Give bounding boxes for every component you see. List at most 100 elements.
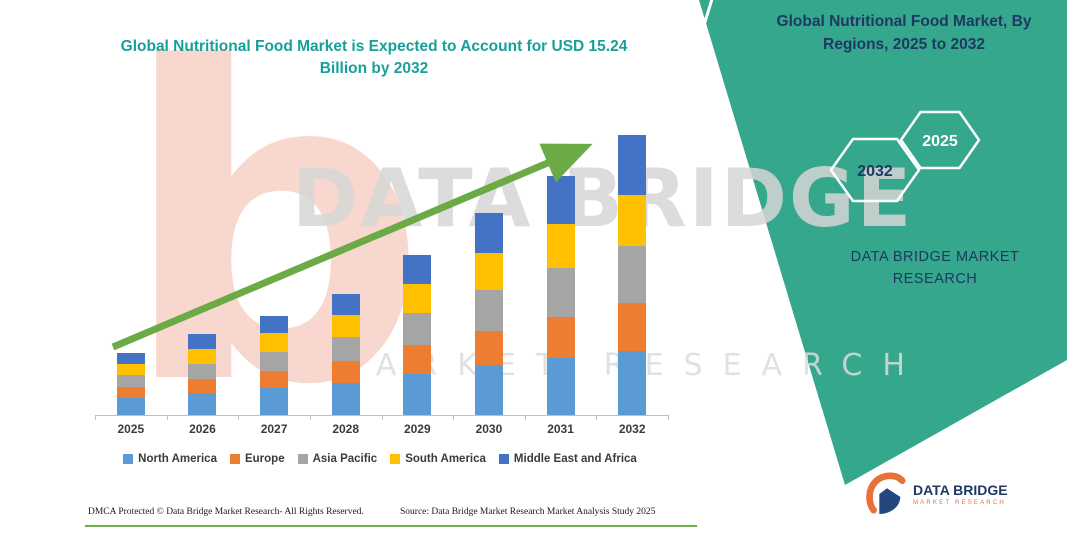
x-axis-label: 2025 <box>117 422 145 436</box>
bar-segment-2026 <box>188 363 217 380</box>
bar-segment-2031 <box>546 268 575 317</box>
legend-label: Middle East and Africa <box>513 453 637 465</box>
hexagon-2025-label: 2025 <box>922 133 958 150</box>
legend-item: North America <box>123 453 217 465</box>
axis-tick <box>524 415 526 420</box>
bar-segment-2025 <box>116 352 145 364</box>
bar-segment-2028 <box>331 314 360 337</box>
hexagon-2032-label: 2032 <box>857 163 893 180</box>
bar-segment-2032 <box>618 245 647 303</box>
axis-tick <box>309 415 311 420</box>
hexagon-badges: 2025 2032 <box>829 110 981 203</box>
bar-segment-2027 <box>260 351 289 371</box>
bar-segment-2032 <box>618 302 647 351</box>
company-logo-icon <box>866 472 906 514</box>
bar-segment-2025 <box>116 374 145 387</box>
company-logo-text: DATA BRIDGE MARKET RESEARCH <box>913 482 1008 506</box>
footer-green-rule <box>85 525 697 527</box>
legend-label: Asia Pacific <box>312 453 378 465</box>
bar-segment-2031 <box>546 358 575 415</box>
hexagon-2032 <box>829 137 921 203</box>
legend-swatch <box>229 454 240 464</box>
company-logo-tagline: MARKET RESEARCH <box>913 500 1006 506</box>
bar-column-2025 <box>95 120 167 415</box>
legend-item: South America <box>390 453 486 465</box>
legend-swatch <box>123 454 134 464</box>
chart-legend: North America Europe Asia Pacific South Ame… <box>80 453 680 465</box>
bar-segment-2031 <box>546 316 575 359</box>
legend-swatch <box>390 454 401 464</box>
x-axis-ticks <box>95 415 669 420</box>
bar-segment-2027 <box>260 333 289 352</box>
bar-segment-2029 <box>403 345 432 374</box>
axis-tick <box>381 415 383 420</box>
legend-label: North America <box>138 453 217 465</box>
legend-item: Middle East and Africa <box>498 453 637 465</box>
axis-tick <box>95 415 96 420</box>
bar-segment-2026 <box>188 392 217 415</box>
bar-segment-2028 <box>331 382 360 415</box>
bar-segment-2029 <box>403 283 432 314</box>
bar-segment-2032 <box>618 350 647 415</box>
company-logo-name: DATA BRIDGE <box>913 482 1008 498</box>
x-axis-labels: 2025 2026 2027 2028 2029 2030 2031 2032 <box>95 422 668 440</box>
bar-column-2029 <box>382 120 454 415</box>
bar-segment-2028 <box>331 336 360 361</box>
legend-swatch <box>297 454 308 464</box>
bar-segment-2030 <box>474 212 503 254</box>
right-panel-title: Global Nutritional Food Market, By Regio… <box>776 13 1032 54</box>
legend-label: South America <box>405 453 486 465</box>
x-axis-label: 2029 <box>403 422 431 436</box>
stacked-bar-chart <box>95 120 668 415</box>
x-axis-label: 2028 <box>332 422 360 436</box>
bar-segment-2027 <box>260 315 289 334</box>
bar-segment-2031 <box>546 223 575 269</box>
hexagon-2025 <box>899 110 981 170</box>
bar-column-2026 <box>167 120 239 415</box>
bar-segment-2026 <box>188 379 217 393</box>
bar-segment-2028 <box>331 293 360 315</box>
bar-column-2030 <box>453 120 525 415</box>
bar-segment-2028 <box>331 360 360 383</box>
axis-tick <box>668 415 669 420</box>
bar-column-2031 <box>525 120 597 415</box>
x-axis-label: 2030 <box>475 422 503 436</box>
bar-segment-2030 <box>474 365 503 415</box>
axis-tick <box>596 415 598 420</box>
bar-segment-2025 <box>116 397 145 415</box>
x-axis-label: 2026 <box>189 422 216 436</box>
bar-segment-2032 <box>618 194 647 246</box>
bar-segment-2031 <box>546 176 575 224</box>
bar-segment-2026 <box>188 334 217 349</box>
bar-segment-2032 <box>618 135 647 195</box>
x-axis-label: 2031 <box>547 422 574 436</box>
bar-segment-2027 <box>260 370 289 389</box>
axis-tick <box>453 415 455 420</box>
bar-segment-2027 <box>260 388 289 415</box>
bar-segment-2025 <box>116 363 145 375</box>
axis-tick <box>166 415 168 420</box>
footer-source-text: Source: Data Bridge Market Research Mark… <box>400 507 656 517</box>
bar-segment-2030 <box>474 330 503 366</box>
bar-segment-2025 <box>116 386 145 398</box>
bar-segment-2030 <box>474 253 503 291</box>
x-axis-label: 2027 <box>260 422 288 436</box>
bar-column-2027 <box>238 120 310 415</box>
company-logo: DATA BRIDGE MARKET RESEARCH <box>866 472 1008 516</box>
bar-segment-2029 <box>403 255 432 284</box>
chart-title: Global Nutritional Food Market is Expect… <box>120 38 628 78</box>
bar-column-2032 <box>596 120 668 415</box>
footer-dmca-text: DMCA Protected © Data Bridge Market Rese… <box>88 507 364 517</box>
bar-segment-2029 <box>403 373 432 415</box>
bar-segment-2030 <box>474 290 503 331</box>
axis-tick <box>238 415 240 420</box>
right-panel-brand-text: DATA BRIDGE MARKET RESEARCH <box>850 249 1020 288</box>
legend-item: Asia Pacific <box>297 453 378 465</box>
legend-item: Europe <box>229 453 285 465</box>
bar-segment-2026 <box>188 348 217 364</box>
x-axis-label: 2032 <box>618 422 646 436</box>
bar-segment-2029 <box>403 313 432 346</box>
bar-column-2028 <box>310 120 382 415</box>
legend-swatch <box>498 454 509 464</box>
